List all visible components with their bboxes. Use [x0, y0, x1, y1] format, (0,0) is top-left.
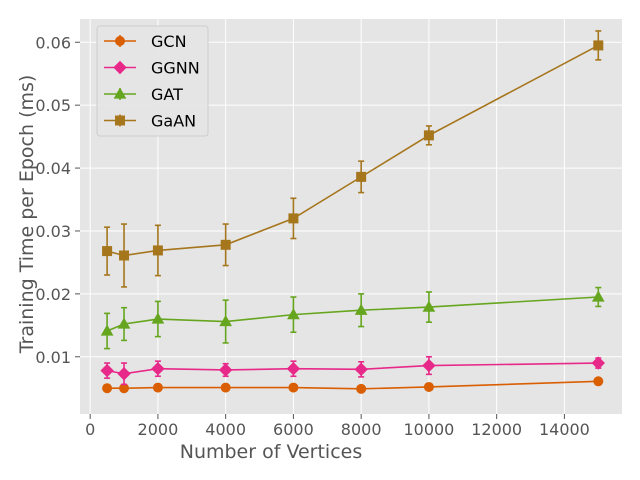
series-line — [106, 44, 599, 257]
legend-label: GaAN — [151, 112, 196, 131]
legend-marker — [115, 115, 125, 126]
data-point — [286, 362, 301, 376]
data-point — [117, 317, 131, 329]
data-point — [102, 383, 113, 394]
series-layer — [100, 30, 605, 394]
data-point — [152, 245, 163, 256]
legend-label: GCN — [151, 32, 187, 51]
x-axis-label: Number of Vertices — [180, 441, 363, 463]
x-tick-label: 8000 — [341, 420, 382, 439]
data-point — [117, 367, 131, 381]
data-point — [288, 213, 299, 224]
y-axis-ticks: 0.01 0.02 0.03 0.04 0.05 0.06 — [35, 33, 80, 367]
data-point — [100, 324, 114, 336]
data-point — [593, 40, 604, 51]
series-gcn — [102, 376, 604, 394]
y-axis-label: Training Time per Epoch (ms) — [16, 75, 38, 355]
legend: GCN GGNN GAT GaAN — [96, 25, 209, 137]
data-point — [423, 381, 434, 392]
data-point — [422, 300, 436, 312]
y-tick-label: 0.01 — [35, 348, 71, 367]
data-point — [102, 246, 113, 257]
y-tick-label: 0.06 — [35, 33, 71, 52]
y-tick-label: 0.02 — [35, 285, 71, 304]
data-point — [220, 239, 231, 250]
legend-item-gaan: GaAN — [104, 112, 196, 131]
data-point — [422, 358, 436, 373]
data-point — [288, 382, 299, 393]
data-point — [591, 290, 605, 302]
data-point — [356, 383, 367, 394]
legend-item-gat: GAT — [104, 85, 183, 104]
data-point — [287, 308, 300, 320]
legend-item-ggnn: GGNN — [104, 59, 200, 78]
data-point — [593, 376, 604, 387]
y-tick-label: 0.04 — [35, 159, 71, 178]
x-axis-ticks: 0 2000 4000 6000 8000 10000 12000 14000 — [85, 414, 590, 439]
series-ggnn — [100, 355, 605, 386]
data-point — [219, 315, 233, 327]
data-point — [151, 312, 165, 324]
x-tick-label: 12000 — [471, 420, 522, 439]
x-tick-label: 4000 — [205, 420, 246, 439]
data-point — [354, 303, 368, 315]
series-line — [107, 380, 599, 390]
data-point — [218, 363, 233, 377]
x-tick-label: 6000 — [273, 420, 314, 439]
y-tick-label: 0.03 — [35, 222, 71, 241]
legend-label: GAT — [151, 85, 183, 104]
data-point — [151, 362, 165, 376]
series-line — [106, 296, 599, 332]
x-tick-label: 0 — [85, 420, 95, 439]
data-point — [423, 130, 434, 141]
series-gat — [100, 286, 605, 350]
legend-item-gcn: GCN — [104, 32, 187, 51]
series-gaan — [102, 30, 604, 288]
legend-marker — [113, 87, 127, 99]
legend-box — [96, 25, 209, 137]
legend-marker — [115, 36, 125, 46]
gridlines — [80, 19, 622, 414]
x-tick-label: 14000 — [539, 420, 590, 439]
data-point — [100, 363, 114, 378]
legend-marker — [113, 60, 127, 75]
data-point — [220, 382, 231, 393]
data-point — [591, 356, 605, 370]
data-point — [354, 362, 368, 377]
data-point — [356, 171, 367, 182]
x-tick-label: 10000 — [403, 420, 454, 439]
y-tick-label: 0.05 — [35, 96, 71, 115]
legend-label: GGNN — [151, 59, 200, 78]
x-tick-label: 2000 — [138, 420, 179, 439]
data-point — [119, 250, 130, 261]
data-point — [152, 382, 163, 393]
